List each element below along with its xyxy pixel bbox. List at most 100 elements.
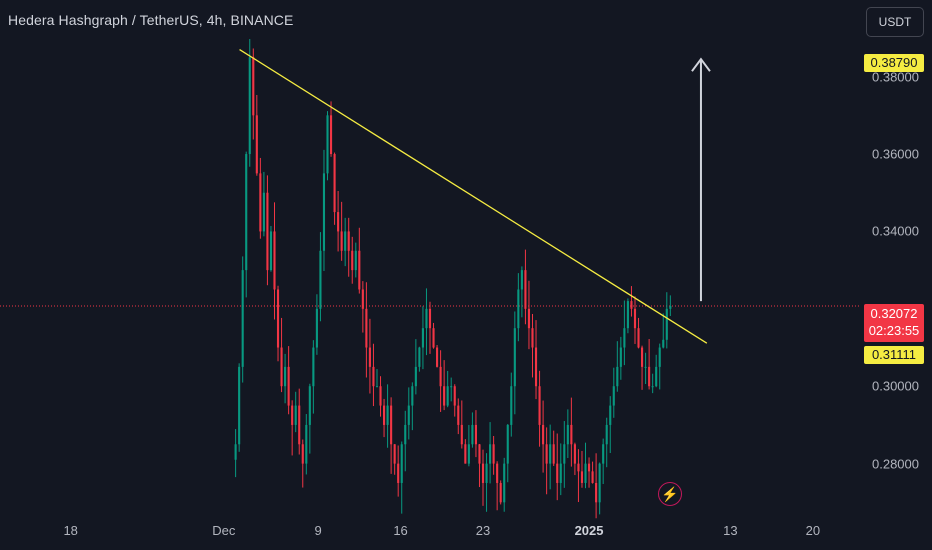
candle-body: [322, 173, 326, 251]
candle-body: [443, 386, 446, 406]
candle-body: [308, 386, 311, 425]
candle-body: [559, 463, 562, 483]
candle-body: [520, 270, 523, 290]
currency-button[interactable]: USDT: [866, 7, 924, 37]
candle-body: [248, 57, 251, 155]
high-price-tag: 0.38790: [864, 54, 924, 72]
projection-arrow[interactable]: [691, 57, 711, 302]
candle-body: [503, 463, 506, 503]
candle-body: [361, 289, 364, 309]
time-tick-label: Dec: [212, 523, 236, 538]
candle-body: [315, 308, 318, 348]
candle-body: [496, 463, 499, 483]
candle-body: [358, 250, 361, 290]
candle-body: [612, 386, 615, 406]
candle-body: [587, 463, 591, 472]
candle-body: [428, 308, 432, 329]
price-tick-label: 0.30000: [872, 378, 919, 394]
time-tick-label: 2025: [574, 523, 604, 538]
candle-body: [400, 444, 403, 483]
time-tick-label: 20: [805, 523, 821, 538]
candle-body: [414, 366, 417, 387]
candle-body: [538, 386, 541, 425]
candle-body: [375, 386, 379, 388]
candle-body: [478, 444, 481, 464]
candle-body: [460, 424, 463, 445]
time-tick-label: 9: [314, 523, 322, 538]
candle-body: [510, 386, 513, 425]
candle-body: [365, 308, 368, 348]
candle-body: [368, 347, 371, 367]
bar-countdown: 02:23:55: [868, 323, 920, 338]
last-price-tag: 0.32072 02:23:55: [864, 304, 924, 342]
candle-body: [337, 212, 340, 232]
candle-body: [379, 386, 382, 406]
trendline-price-tag: 0.31111: [864, 346, 924, 364]
candle-body: [340, 231, 343, 251]
candle-body: [425, 308, 428, 329]
candle-body: [305, 424, 308, 464]
candle-body: [506, 424, 509, 464]
candle-body: [640, 347, 644, 367]
candle-body: [648, 366, 651, 387]
candle-body: [623, 328, 626, 348]
candle-body: [524, 270, 527, 309]
candle-body: [301, 444, 304, 464]
candle-body: [665, 308, 668, 340]
candle-body: [577, 463, 580, 472]
candle-body: [591, 471, 594, 483]
candle-body: [326, 115, 329, 174]
candle-body: [471, 424, 474, 445]
candle-body: [432, 328, 435, 348]
candle-body: [393, 444, 396, 464]
candle-body: [549, 444, 552, 464]
candle-body: [531, 328, 534, 348]
candle-body: [446, 386, 449, 406]
candle-body: [347, 231, 350, 251]
candle-body: [580, 471, 584, 483]
lightning-bolt-icon[interactable]: ⚡: [658, 482, 682, 506]
candle-body: [344, 231, 347, 251]
candle-body: [354, 250, 357, 271]
candle-body: [584, 463, 587, 483]
candle-body: [418, 347, 421, 367]
chart-title: Hedera Hashgraph / TetherUS, 4h, BINANCE: [8, 12, 294, 28]
candle-body: [595, 482, 598, 503]
descending-trendline[interactable]: [239, 48, 708, 344]
candle-body: [485, 463, 488, 483]
price-tick-label: 0.38000: [872, 69, 919, 85]
candle-body: [372, 366, 375, 387]
candle-body: [556, 463, 559, 483]
candle-body: [489, 444, 492, 464]
candle-body: [492, 444, 495, 464]
candle-body: [513, 328, 516, 387]
candle-body: [499, 482, 502, 503]
candle-body: [382, 405, 386, 425]
time-tick-label: 18: [63, 523, 78, 538]
candle-body: [280, 347, 283, 387]
candle-body: [545, 444, 548, 464]
candle-body: [517, 289, 520, 329]
candle-body: [542, 424, 545, 445]
candle-body: [630, 301, 633, 309]
candle-body: [644, 366, 647, 368]
candle-body: [298, 405, 301, 445]
candle-body: [411, 386, 414, 406]
candle-body: [276, 289, 280, 348]
candles: [234, 39, 672, 519]
candle-body: [291, 405, 294, 425]
price-tick-label: 0.36000: [872, 146, 919, 162]
candle-body: [453, 386, 456, 406]
candle-body: [669, 306, 672, 309]
candle-body: [255, 115, 258, 174]
candle-body: [609, 405, 612, 425]
candle-body: [294, 405, 297, 425]
candle-body: [329, 115, 333, 155]
candle-body: [245, 154, 248, 271]
price-tick-label: 0.34000: [872, 223, 919, 239]
candle-body: [269, 231, 273, 271]
candle-body: [439, 366, 442, 387]
candle-body: [464, 444, 467, 464]
candle-body: [662, 339, 665, 348]
